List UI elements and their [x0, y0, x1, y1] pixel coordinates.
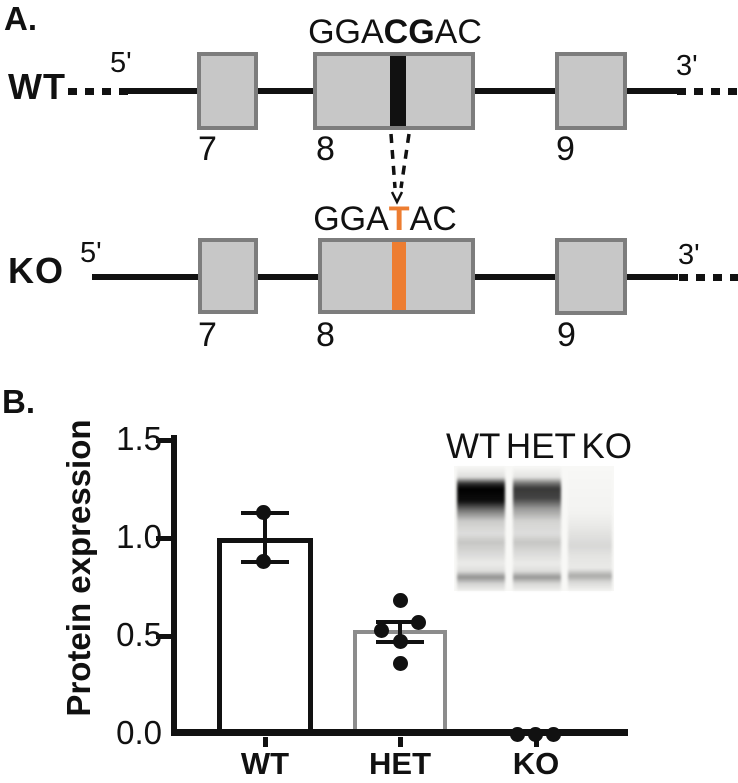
y-tick-mark: [156, 438, 171, 443]
ko-variant-site-bar: [392, 242, 406, 310]
western-blot-image: [454, 466, 614, 591]
blot-lane-ko: [568, 466, 612, 591]
wt-sequence: GGACGAC: [306, 13, 484, 52]
y-tick-label: 1.5: [116, 420, 162, 457]
ko-row-label: KO: [8, 250, 64, 291]
blot-lane-wt: [457, 466, 505, 591]
wt-five-prime-label: 5': [110, 47, 132, 79]
wt-seq-pre: GGA: [308, 13, 384, 51]
wt-seq-post: AC: [434, 13, 482, 51]
ko-seq-mut: T: [388, 200, 410, 238]
wt-variant-site-bar: [390, 56, 406, 126]
blot-label-wt: WT: [446, 427, 501, 466]
wt-seq-mut: CG: [383, 13, 435, 51]
y-tick-mark: [156, 634, 171, 639]
wt-exon9-box: [555, 52, 627, 130]
y-tick-label: 0.5: [116, 616, 162, 653]
blot-label-het: HET: [505, 427, 576, 466]
ko-exon7-box: [198, 238, 258, 314]
panel-a-label: A.: [4, 0, 37, 37]
bar-wt: [217, 538, 313, 734]
ko-five-prime-label: 5': [80, 237, 102, 269]
error-bar-line: [398, 622, 402, 642]
x-category-label: KO: [512, 746, 560, 781]
wt-dotted-line-left: [68, 88, 130, 95]
ko-sequence: GGATAC: [305, 200, 465, 239]
y-tick-mark: [156, 536, 171, 541]
panel-b-label: B.: [2, 383, 35, 420]
wt-three-prime-label: 3': [676, 50, 698, 82]
data-point: [509, 726, 525, 742]
mutation-arrow-icon: [389, 133, 411, 205]
ko-dotted-line-right: [679, 274, 738, 281]
data-point: [255, 554, 271, 570]
x-tick-mark: [262, 737, 268, 747]
wt-row-label: WT: [8, 66, 66, 107]
data-point: [545, 726, 561, 742]
wt-exon7-number: 7: [198, 130, 217, 168]
wt-exon7-box: [197, 52, 258, 130]
blot-lane-labels: WT HET KO: [446, 427, 632, 467]
y-axis-line: [171, 435, 177, 736]
data-point: [410, 614, 426, 630]
data-point: [527, 726, 543, 742]
blot-lane-het: [513, 466, 561, 591]
x-category-label: WT: [240, 746, 290, 781]
data-point: [392, 655, 408, 671]
x-tick-mark: [533, 737, 539, 747]
x-category-label: HET: [369, 746, 431, 781]
data-point: [255, 505, 271, 521]
data-point: [392, 634, 408, 650]
wt-exon8-number: 8: [316, 130, 335, 168]
y-tick-label: 1.0: [116, 518, 162, 555]
ko-exon7-number: 7: [198, 316, 217, 354]
y-tick-label: 0.0: [116, 714, 162, 751]
error-bar-cap: [376, 620, 424, 625]
error-bar-line: [263, 512, 267, 562]
ko-three-prime-label: 3': [678, 239, 700, 271]
wt-exon9-number: 9: [556, 130, 575, 168]
ko-seq-post: AC: [409, 200, 457, 238]
ko-seq-pre: GGA: [313, 200, 389, 238]
x-axis-line: [171, 729, 628, 736]
data-point: [392, 593, 408, 609]
ko-exon9-box: [555, 238, 627, 315]
data-point: [373, 622, 389, 638]
blot-label-ko: KO: [581, 427, 632, 466]
x-tick-mark: [397, 737, 403, 747]
ko-exon9-number: 9: [557, 316, 576, 354]
ko-exon8-number: 8: [316, 316, 335, 354]
wt-dotted-line-right: [677, 88, 738, 95]
